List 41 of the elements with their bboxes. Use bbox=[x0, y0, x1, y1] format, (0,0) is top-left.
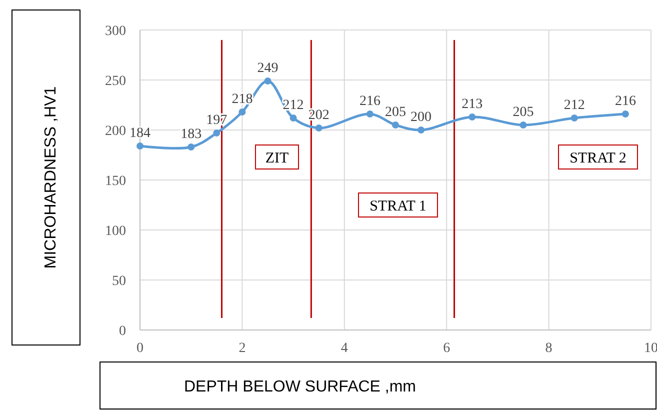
x-tick-label: 0 bbox=[136, 341, 144, 356]
x-tick-label: 4 bbox=[340, 341, 348, 356]
y-tick-label: 200 bbox=[105, 124, 126, 139]
point bbox=[622, 110, 629, 118]
y-tick-label: 150 bbox=[105, 174, 126, 189]
point bbox=[290, 114, 297, 122]
data-label: 205 bbox=[512, 105, 534, 120]
y-tick-label: 0 bbox=[119, 324, 126, 339]
data-label: 183 bbox=[180, 127, 202, 142]
annotation: STRAT 2 bbox=[570, 150, 626, 166]
data-label: 184 bbox=[130, 126, 150, 141]
data-label: 205 bbox=[385, 105, 406, 120]
data-label: 200 bbox=[410, 110, 432, 125]
point bbox=[264, 78, 272, 84]
data-label: 249 bbox=[257, 61, 278, 76]
y-tick-label: 300 bbox=[105, 24, 126, 39]
y-axis-title: MICROHARDNESS ,HV1 bbox=[42, 86, 60, 269]
point bbox=[570, 114, 578, 122]
data-label: 216 bbox=[614, 94, 636, 109]
data-label: 216 bbox=[359, 94, 380, 109]
point bbox=[392, 122, 399, 128]
x-tick-label: 2 bbox=[238, 341, 246, 356]
y-tick-label: 50 bbox=[112, 274, 126, 289]
y-tick-label: 250 bbox=[105, 74, 126, 89]
point bbox=[238, 108, 246, 116]
point bbox=[468, 114, 476, 120]
x-tick-label: 8 bbox=[545, 341, 552, 356]
x-tick-label: 6 bbox=[443, 341, 450, 356]
point bbox=[188, 144, 195, 150]
data-label: 213 bbox=[462, 97, 483, 112]
point bbox=[418, 126, 425, 134]
point bbox=[366, 110, 374, 118]
point bbox=[136, 142, 144, 150]
annotation: STRAT 1 bbox=[370, 198, 426, 214]
x-axis-title: DEPTH BELOW SURFACE ,mm bbox=[184, 378, 416, 396]
data-label: 212 bbox=[564, 98, 585, 113]
annotation: ZIT bbox=[265, 150, 289, 166]
point bbox=[213, 130, 220, 136]
point bbox=[315, 124, 322, 132]
point bbox=[520, 122, 527, 128]
y-tick-label: 100 bbox=[105, 224, 126, 239]
